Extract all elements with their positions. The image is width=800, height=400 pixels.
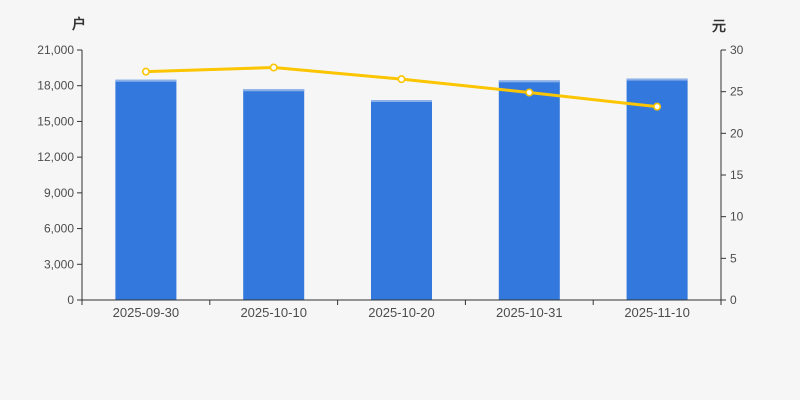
right-axis-tick-label: 0 bbox=[730, 293, 737, 307]
line-marker bbox=[141, 67, 150, 76]
left-axis-tick-label: 15,000 bbox=[37, 114, 74, 128]
right-axis-tick-label: 25 bbox=[730, 85, 744, 99]
line-marker bbox=[269, 63, 278, 72]
bar-series bbox=[115, 78, 688, 301]
x-axis-label: 2025-09-30 bbox=[113, 305, 180, 320]
left-axis: 0 3,000 6,000 9,000 12,000 15,000 18,000 21,000 bbox=[37, 43, 83, 307]
line-marker bbox=[653, 102, 662, 111]
x-axis-label: 2025-10-20 bbox=[368, 305, 435, 320]
x-axis-label: 2025-10-10 bbox=[240, 305, 307, 320]
x-axis: 2025-09-30 2025-10-10 2025-10-20 2025-10-31… bbox=[82, 299, 721, 320]
right-axis-tick-label: 10 bbox=[730, 210, 744, 224]
left-axis-tick-label: 6,000 bbox=[44, 222, 74, 236]
right-axis-tick-label: 20 bbox=[730, 126, 744, 140]
left-axis-tick-label: 21,000 bbox=[37, 43, 74, 57]
left-axis-tick-label: 18,000 bbox=[37, 79, 74, 93]
bar-top-highlight bbox=[243, 89, 305, 92]
left-axis-tick-label: 3,000 bbox=[44, 257, 74, 271]
right-axis: 0 5 10 15 20 25 30 bbox=[720, 43, 744, 307]
x-axis-label: 2025-10-31 bbox=[496, 305, 563, 320]
bar bbox=[626, 78, 688, 300]
right-axis-tick-label: 15 bbox=[730, 168, 744, 182]
bar bbox=[243, 89, 305, 301]
x-axis-label: 2025-11-10 bbox=[624, 305, 690, 320]
bar-top-highlight bbox=[626, 78, 688, 81]
left-axis-tick-label: 12,000 bbox=[37, 150, 74, 164]
bar-top-highlight bbox=[371, 100, 432, 102]
line-marker bbox=[525, 88, 534, 97]
left-axis-tick-label: 9,000 bbox=[44, 186, 74, 200]
right-axis-tick-label: 5 bbox=[730, 251, 737, 265]
bar bbox=[371, 100, 432, 300]
line-marker bbox=[397, 75, 406, 84]
bar bbox=[498, 80, 560, 300]
left-axis-tick-label: 0 bbox=[67, 293, 74, 307]
right-axis-tick-label: 30 bbox=[730, 43, 744, 57]
line-series bbox=[141, 63, 662, 111]
left-axis-unit-label: 户 bbox=[72, 16, 86, 32]
right-axis-unit-label: 元 bbox=[712, 18, 726, 34]
bar bbox=[115, 79, 177, 300]
bar-top-highlight bbox=[115, 79, 177, 82]
bar-top-highlight bbox=[498, 80, 560, 83]
